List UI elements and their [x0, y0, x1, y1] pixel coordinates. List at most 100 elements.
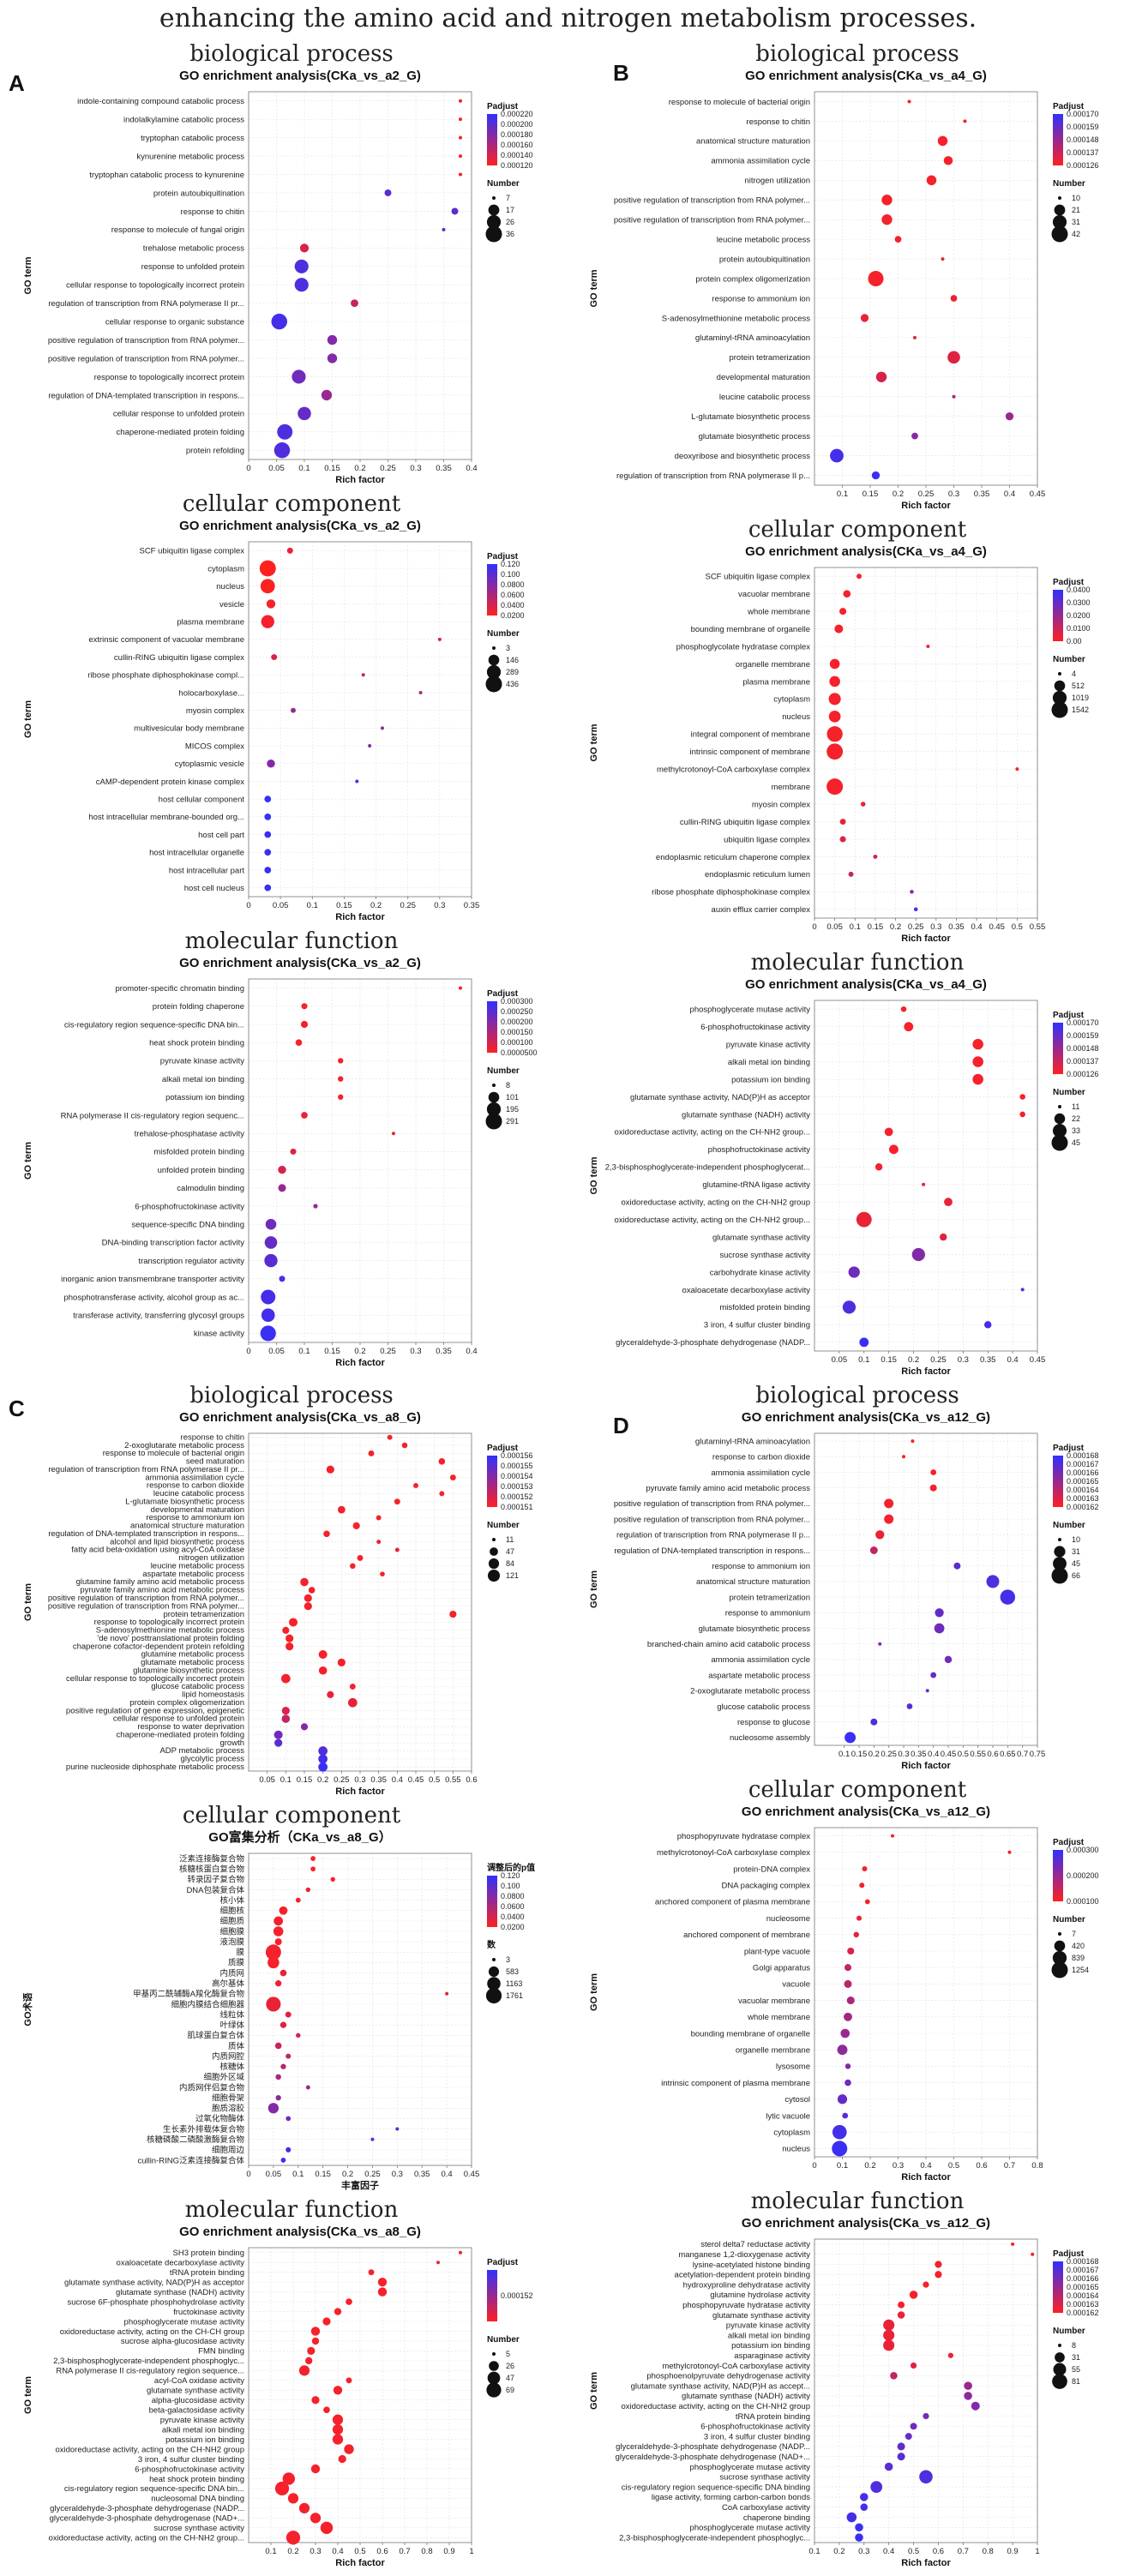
data-point	[320, 2521, 334, 2535]
go-term-label: 细胞质	[219, 1916, 244, 1926]
number-legend-value: 101	[506, 1093, 519, 1102]
data-point	[837, 2045, 848, 2056]
data-point	[301, 1003, 308, 1010]
padjust-legend-value: 0.000163	[1067, 2300, 1099, 2309]
data-point	[830, 448, 844, 463]
data-point	[267, 1956, 279, 1969]
x-tick-label: 0.7	[399, 2547, 410, 2556]
go-term-label: response to water deprivation	[137, 1722, 244, 1732]
x-tick-label: 0.6	[376, 2547, 388, 2556]
padjust-legend-value: 0.000140	[501, 151, 533, 159]
go-term-label: potassium ion binding	[731, 1075, 810, 1084]
go-term-label: 细胞骨架	[212, 2093, 245, 2103]
data-point	[264, 831, 272, 838]
x-tick-label: 0.1	[838, 1750, 850, 1759]
x-tick-label: 0.35	[980, 1355, 996, 1365]
number-legend-value: 26	[506, 2362, 514, 2370]
data-point	[842, 1300, 857, 1314]
data-point	[368, 2269, 375, 2276]
chart-title: GO enrichment analysis(CKa_vs_a4_G)	[745, 977, 987, 992]
x-tick-label: 0.4	[1007, 1355, 1019, 1365]
number-legend-dot	[1052, 2374, 1067, 2389]
data-point	[347, 1697, 358, 1708]
x-tick-label: 0.1	[858, 1355, 869, 1365]
go-term-label: response to molecule of fungal origin	[111, 225, 244, 235]
data-point	[318, 1746, 328, 1756]
go-term-label: glutaminyl-tRNA aminoacylation	[695, 1437, 810, 1446]
go-term-label: multivesicular body membrane	[134, 724, 244, 734]
padjust-legend-value: 0.0000500	[501, 1048, 538, 1057]
data-point	[910, 2362, 917, 2369]
padjust-legend-value: 0.000155	[501, 1462, 533, 1470]
go-term-label: positive regulation of transcription fro…	[48, 1594, 244, 1603]
x-tick-label: 0.15	[324, 464, 340, 473]
data-point	[934, 1623, 945, 1634]
data-point	[298, 406, 311, 421]
number-legend-dot	[1053, 1557, 1067, 1570]
data-point	[310, 1866, 316, 1872]
number-legend-dot	[1058, 1932, 1061, 1936]
go-term-label: transferase activity, transferring glyco…	[73, 1312, 244, 1321]
go-term-label: L-glutamate biosynthetic process	[691, 412, 810, 422]
data-point	[859, 1337, 869, 1348]
data-point	[327, 1690, 334, 1698]
data-point	[296, 2033, 301, 2039]
go-term-label: cellular response to unfolded protein	[113, 1714, 244, 1724]
go-term-label: nucleus	[782, 2145, 810, 2154]
number-legend-value: 8	[506, 1081, 510, 1090]
x-tick-label: 0.35	[974, 489, 990, 499]
data-point	[318, 1762, 328, 1772]
data-point	[350, 1563, 356, 1570]
x-axis-label: Rich factor	[901, 1366, 951, 1377]
data-point	[326, 1465, 334, 1474]
data-point	[953, 1562, 961, 1570]
go-term-label: endoplasmic reticulum lumen	[705, 870, 810, 880]
data-point	[376, 1540, 382, 1545]
data-point	[449, 1474, 456, 1481]
data-point	[826, 726, 843, 742]
x-tick-label: 0.45	[1030, 489, 1046, 499]
x-tick-label: 0.05	[268, 1347, 285, 1356]
x-axis-label: Rich factor	[335, 1358, 385, 1368]
data-point	[972, 1038, 983, 1050]
padjust-colorbar	[1053, 1023, 1063, 1074]
go-dotplot-svg: biological process GO enrichment analysis…	[23, 1383, 533, 1797]
padjust-legend-value: 0.000167	[1067, 2266, 1099, 2274]
x-tick-label: 0.25	[908, 922, 924, 932]
x-tick-label: 0.25	[380, 1347, 396, 1356]
number-legend-value: 31	[1072, 1547, 1080, 1556]
x-tick-label: 0.7	[958, 2547, 969, 2556]
go-term-label: trehalose metabolic process	[143, 244, 245, 254]
padjust-legend-value: 0.000170	[1067, 1018, 1099, 1027]
go-term-label: glyceraldehyde-3-phosphate dehydrogenase…	[616, 2442, 810, 2452]
data-point	[279, 1276, 286, 1282]
plot-frame	[814, 2238, 1038, 2543]
data-point	[840, 2028, 850, 2039]
go-term-label: tRNA protein binding	[736, 2412, 810, 2422]
data-point	[261, 1308, 275, 1323]
chart-c-bp: biological process GO enrichment analysis…	[17, 1380, 566, 1800]
go-term-label: response to chitin	[181, 1432, 244, 1442]
data-point	[308, 1587, 316, 1594]
data-point	[909, 2291, 918, 2299]
data-point	[310, 1856, 316, 1861]
data-point	[355, 779, 359, 784]
number-legend-title: Number	[487, 629, 520, 639]
go-term-label: sterol delta7 reductase activity	[700, 2240, 810, 2249]
go-term-label: response to glucose	[737, 1718, 810, 1727]
padjust-legend-value: 0.120	[501, 1871, 520, 1880]
padjust-legend-value: 0.0800	[501, 580, 525, 589]
go-term-label: glutamate synthase (NADH) activity	[682, 1110, 810, 1120]
number-legend-dot	[485, 1987, 502, 2004]
go-term-label: S-adenosylmethionine metabolic process	[662, 314, 810, 323]
number-legend-value: 69	[506, 2386, 514, 2394]
go-term-label: sucrose synthase activity	[719, 1251, 810, 1260]
number-legend-dot	[1051, 1961, 1068, 1979]
go-dotplot-svg: biological process GO enrichment analysis…	[589, 41, 1099, 511]
data-point	[459, 986, 462, 990]
data-point	[290, 1148, 297, 1155]
go-term-label: phosphoenolpyruvate dehydrogenase activi…	[646, 2372, 810, 2381]
x-tick-label: 0.35	[414, 2170, 430, 2179]
